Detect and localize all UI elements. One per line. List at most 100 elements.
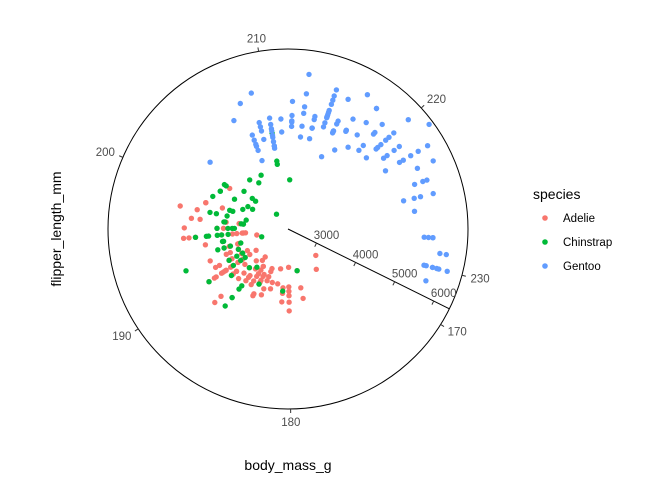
point-gentoo-119 [322, 120, 328, 126]
point-adelie-31 [253, 258, 259, 264]
point-gentoo-67 [437, 250, 443, 257]
point-gentoo-15 [364, 92, 371, 98]
angle-tick-170 [440, 324, 445, 327]
point-gentoo-20 [373, 105, 380, 112]
legend-title: species [533, 186, 580, 202]
point-gentoo-86 [345, 144, 351, 150]
point-chinstrap-48 [243, 217, 249, 223]
point-chinstrap-6 [294, 268, 300, 274]
point-chinstrap-63 [223, 183, 229, 189]
point-gentoo-100 [360, 142, 366, 149]
point-chinstrap-38 [273, 211, 280, 217]
point-gentoo-81 [396, 143, 402, 150]
point-gentoo-87 [363, 119, 369, 126]
point-gentoo-33 [444, 268, 450, 274]
angle-tick-220 [420, 104, 425, 109]
point-adelie-43 [242, 261, 248, 268]
point-gentoo-56 [253, 143, 260, 149]
point-gentoo-22 [297, 134, 304, 140]
point-gentoo-78 [320, 124, 327, 130]
point-gentoo-25 [325, 109, 332, 116]
point-chinstrap-27 [226, 257, 232, 263]
point-chinstrap-3 [246, 265, 253, 271]
point-chinstrap-47 [229, 294, 235, 301]
point-gentoo-59 [420, 178, 426, 185]
point-adelie-56 [229, 231, 236, 237]
point-adelie-73 [211, 275, 218, 281]
point-chinstrap-33 [205, 233, 212, 239]
point-gentoo-79 [430, 158, 436, 164]
point-gentoo-117 [424, 143, 431, 149]
radius-tick-5000 [392, 281, 396, 286]
point-adelie-66 [207, 258, 213, 264]
point-gentoo-88 [289, 112, 295, 119]
point-chinstrap-7 [221, 219, 227, 225]
point-chinstrap-35 [214, 232, 220, 238]
point-gentoo-17 [426, 121, 432, 128]
point-chinstrap-59 [256, 180, 262, 186]
point-gentoo-98 [207, 159, 213, 165]
point-adelie-100 [264, 278, 270, 284]
point-chinstrap-60 [228, 272, 235, 279]
point-adelie-87 [227, 249, 233, 256]
x-axis-title: body_mass_g [244, 457, 331, 473]
point-gentoo-53 [400, 198, 407, 204]
radius-axis-line [287, 228, 450, 310]
angle-tick-190 [134, 328, 139, 332]
point-gentoo-47 [417, 194, 424, 200]
point-chinstrap-53 [236, 286, 242, 292]
angle-tick-label-170: 170 [448, 326, 467, 338]
point-adelie-85 [235, 275, 242, 282]
point-adelie-41 [285, 264, 292, 270]
point-gentoo-104 [330, 129, 336, 135]
legend-key-adelie [542, 215, 548, 221]
point-gentoo-106 [268, 121, 274, 128]
point-gentoo-102 [324, 115, 330, 121]
radius-tick-3000 [314, 242, 317, 247]
point-gentoo-121 [289, 98, 296, 105]
point-gentoo-80 [288, 123, 295, 130]
point-gentoo-36 [301, 110, 307, 117]
legend-key-chinstrap [542, 239, 548, 245]
point-chinstrap-50 [245, 203, 251, 210]
point-adelie-45 [261, 286, 267, 292]
point-gentoo-83 [411, 181, 418, 188]
point-adelie-63 [254, 232, 260, 238]
legend-label-chinstrap: Chinstrap [563, 237, 612, 249]
polar-outline [107, 48, 469, 410]
point-adelie-62 [250, 293, 256, 299]
point-gentoo-105 [331, 93, 337, 99]
point-gentoo-115 [436, 266, 442, 272]
point-adelie-36 [275, 281, 281, 287]
point-chinstrap-28 [247, 177, 253, 183]
angle-tick-label-220: 220 [427, 94, 446, 106]
point-chinstrap-49 [227, 207, 233, 213]
point-gentoo-51 [383, 137, 389, 143]
point-adelie-94 [203, 200, 209, 206]
point-gentoo-61 [391, 147, 397, 154]
point-chinstrap-52 [241, 188, 247, 194]
point-adelie-42 [251, 278, 257, 284]
legend-label-gentoo: Gentoo [563, 261, 601, 273]
point-gentoo-52 [270, 134, 276, 141]
point-adelie-28 [286, 299, 292, 305]
point-gentoo-90 [354, 132, 360, 138]
point-chinstrap-51 [215, 247, 221, 253]
point-gentoo-107 [379, 121, 385, 128]
point-adelie-16 [188, 215, 195, 221]
radius-tick-4000 [353, 262, 357, 267]
legend-key-gentoo [542, 263, 548, 269]
point-chinstrap-37 [183, 268, 189, 274]
point-chinstrap-55 [239, 250, 246, 256]
point-gentoo-37 [372, 129, 378, 136]
point-gentoo-39 [237, 100, 243, 107]
point-gentoo-30 [396, 159, 403, 166]
point-chinstrap-58 [219, 238, 226, 245]
point-chinstrap-44 [231, 196, 238, 202]
point-adelie-15 [234, 230, 240, 237]
point-chinstrap-30 [249, 206, 256, 212]
point-adelie-30 [300, 295, 306, 302]
point-adelie-19 [313, 266, 319, 272]
legend: species Adelie Chinstrap Gentoo [533, 186, 612, 273]
y-axis-title: flipper_length_mm [48, 171, 64, 286]
